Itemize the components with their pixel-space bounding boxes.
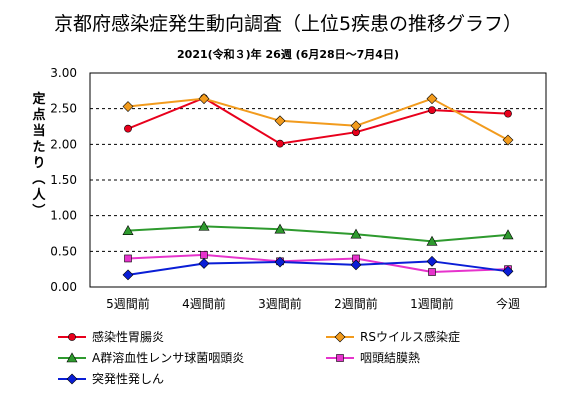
y-axis-label-char: た: [32, 140, 45, 155]
x-tick-label: 3週間前: [258, 296, 302, 311]
data-point: [504, 109, 512, 118]
legend-marker: [66, 373, 78, 385]
series-line: [127, 260, 509, 276]
y-axis-label-char: り: [32, 156, 45, 171]
data-point: [428, 106, 436, 114]
legend-label: 感染性胃腸炎: [92, 329, 164, 344]
legend-label: A群溶血性レンサ球菌咽頭炎: [92, 350, 244, 365]
y-axis-label-char: 点: [32, 107, 45, 123]
data-point: [274, 115, 286, 127]
data-point: [502, 229, 514, 240]
x-tick-label: 今週: [496, 296, 520, 311]
y-tick-label: 3.00: [50, 66, 77, 80]
y-tick-label: 0.50: [50, 244, 77, 258]
data-point: [122, 269, 134, 281]
data-point: [276, 139, 284, 148]
gridlines: [90, 108, 546, 252]
data-point: [350, 120, 362, 132]
data-point: [350, 259, 362, 271]
legend-label: RSウイルス感染症: [360, 329, 460, 344]
y-axis-ticks: 0.00 0.50 1.00 1.50 2.00 2.50 3.00: [50, 66, 77, 294]
y-tick-label: 1.00: [50, 209, 77, 223]
series-line: [127, 253, 509, 274]
y-axis-label-char: （: [30, 171, 46, 184]
legend-item: 咽頭結膜熱: [326, 351, 420, 365]
series-2: [122, 93, 514, 146]
y-tick-label: 2.00: [50, 137, 77, 151]
legend-marker: [66, 352, 78, 363]
y-axis-label-char: 人: [32, 187, 46, 203]
data-point: [428, 268, 436, 276]
legend-label: 咽頭結膜熱: [360, 351, 420, 365]
legend-item: 感染性胃腸炎: [58, 329, 164, 344]
data-point: [426, 255, 438, 267]
y-tick-label: 1.50: [50, 173, 77, 187]
series-3: [122, 220, 514, 246]
data-point: [502, 265, 514, 277]
x-tick-label: 4週間前: [182, 296, 226, 311]
y-axis-label-char: ）: [30, 203, 46, 216]
series-line: [127, 225, 509, 243]
x-tick-label: 2週間前: [334, 296, 378, 311]
data-point: [274, 223, 286, 234]
y-tick-label: 2.50: [50, 102, 77, 116]
legend-item: RSウイルス感染症: [326, 329, 460, 344]
y-tick-label: 0.00: [50, 280, 77, 294]
legend-item: A群溶血性レンサ球菌咽頭炎: [58, 350, 244, 365]
x-tick-label: 5週間前: [106, 296, 150, 311]
legend-marker: [334, 331, 346, 343]
data-point: [124, 124, 132, 133]
data-point: [200, 251, 208, 259]
data-point: [122, 101, 134, 112]
data-point: [198, 258, 210, 269]
x-axis-ticks: 5週間前 4週間前 3週間前 2週間前 1週間前 今週: [106, 296, 520, 311]
x-tick-label: 1週間前: [410, 296, 454, 311]
data-point: [124, 254, 132, 263]
data-point: [274, 256, 286, 268]
y-axis-label-char: 当: [32, 123, 45, 139]
legend-label: 突発性発しん: [92, 371, 164, 386]
chart-title: 京都府感染症発生動向調査（上位5疾患の推移グラフ）: [54, 13, 522, 35]
data-point: [502, 134, 514, 146]
legend-marker: [336, 354, 344, 362]
y-axis-label-char: 定: [31, 91, 45, 107]
data-point: [122, 225, 134, 235]
data-point: [426, 93, 438, 105]
data-point: [198, 93, 210, 105]
data-point: [350, 228, 362, 239]
series-line: [127, 96, 509, 145]
series-line: [127, 97, 509, 141]
series-5: [122, 255, 514, 281]
legend-marker: [68, 333, 76, 341]
series-group: [122, 93, 514, 281]
legend-item: 突発性発しん: [58, 371, 164, 386]
data-point: [198, 220, 210, 231]
data-point: [426, 235, 438, 246]
chart-subtitle: 2021(令和３)年 26週 (6月28日～7月4日): [177, 47, 399, 61]
